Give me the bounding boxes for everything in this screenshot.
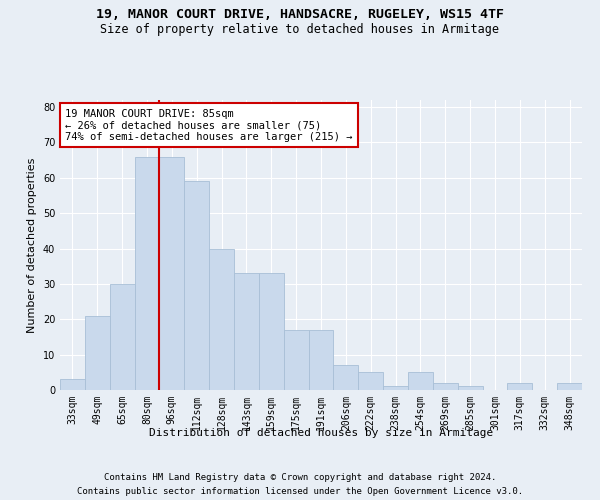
Bar [408,372,433,390]
Bar [358,372,383,390]
Bar [458,386,482,390]
Bar [184,182,209,390]
Bar [85,316,110,390]
Y-axis label: Number of detached properties: Number of detached properties [27,158,37,332]
Bar [334,365,358,390]
Text: Distribution of detached houses by size in Armitage: Distribution of detached houses by size … [149,428,493,438]
Bar [160,156,184,390]
Text: 19, MANOR COURT DRIVE, HANDSACRE, RUGELEY, WS15 4TF: 19, MANOR COURT DRIVE, HANDSACRE, RUGELE… [96,8,504,20]
Bar [433,383,458,390]
Bar [508,383,532,390]
Bar [259,274,284,390]
Bar [557,383,582,390]
Bar [110,284,134,390]
Bar [308,330,334,390]
Bar [383,386,408,390]
Text: Contains public sector information licensed under the Open Government Licence v3: Contains public sector information licen… [77,486,523,496]
Bar [134,156,160,390]
Text: Contains HM Land Registry data © Crown copyright and database right 2024.: Contains HM Land Registry data © Crown c… [104,473,496,482]
Bar [60,380,85,390]
Bar [284,330,308,390]
Bar [209,248,234,390]
Text: Size of property relative to detached houses in Armitage: Size of property relative to detached ho… [101,22,499,36]
Bar [234,274,259,390]
Text: 19 MANOR COURT DRIVE: 85sqm
← 26% of detached houses are smaller (75)
74% of sem: 19 MANOR COURT DRIVE: 85sqm ← 26% of det… [65,108,353,142]
